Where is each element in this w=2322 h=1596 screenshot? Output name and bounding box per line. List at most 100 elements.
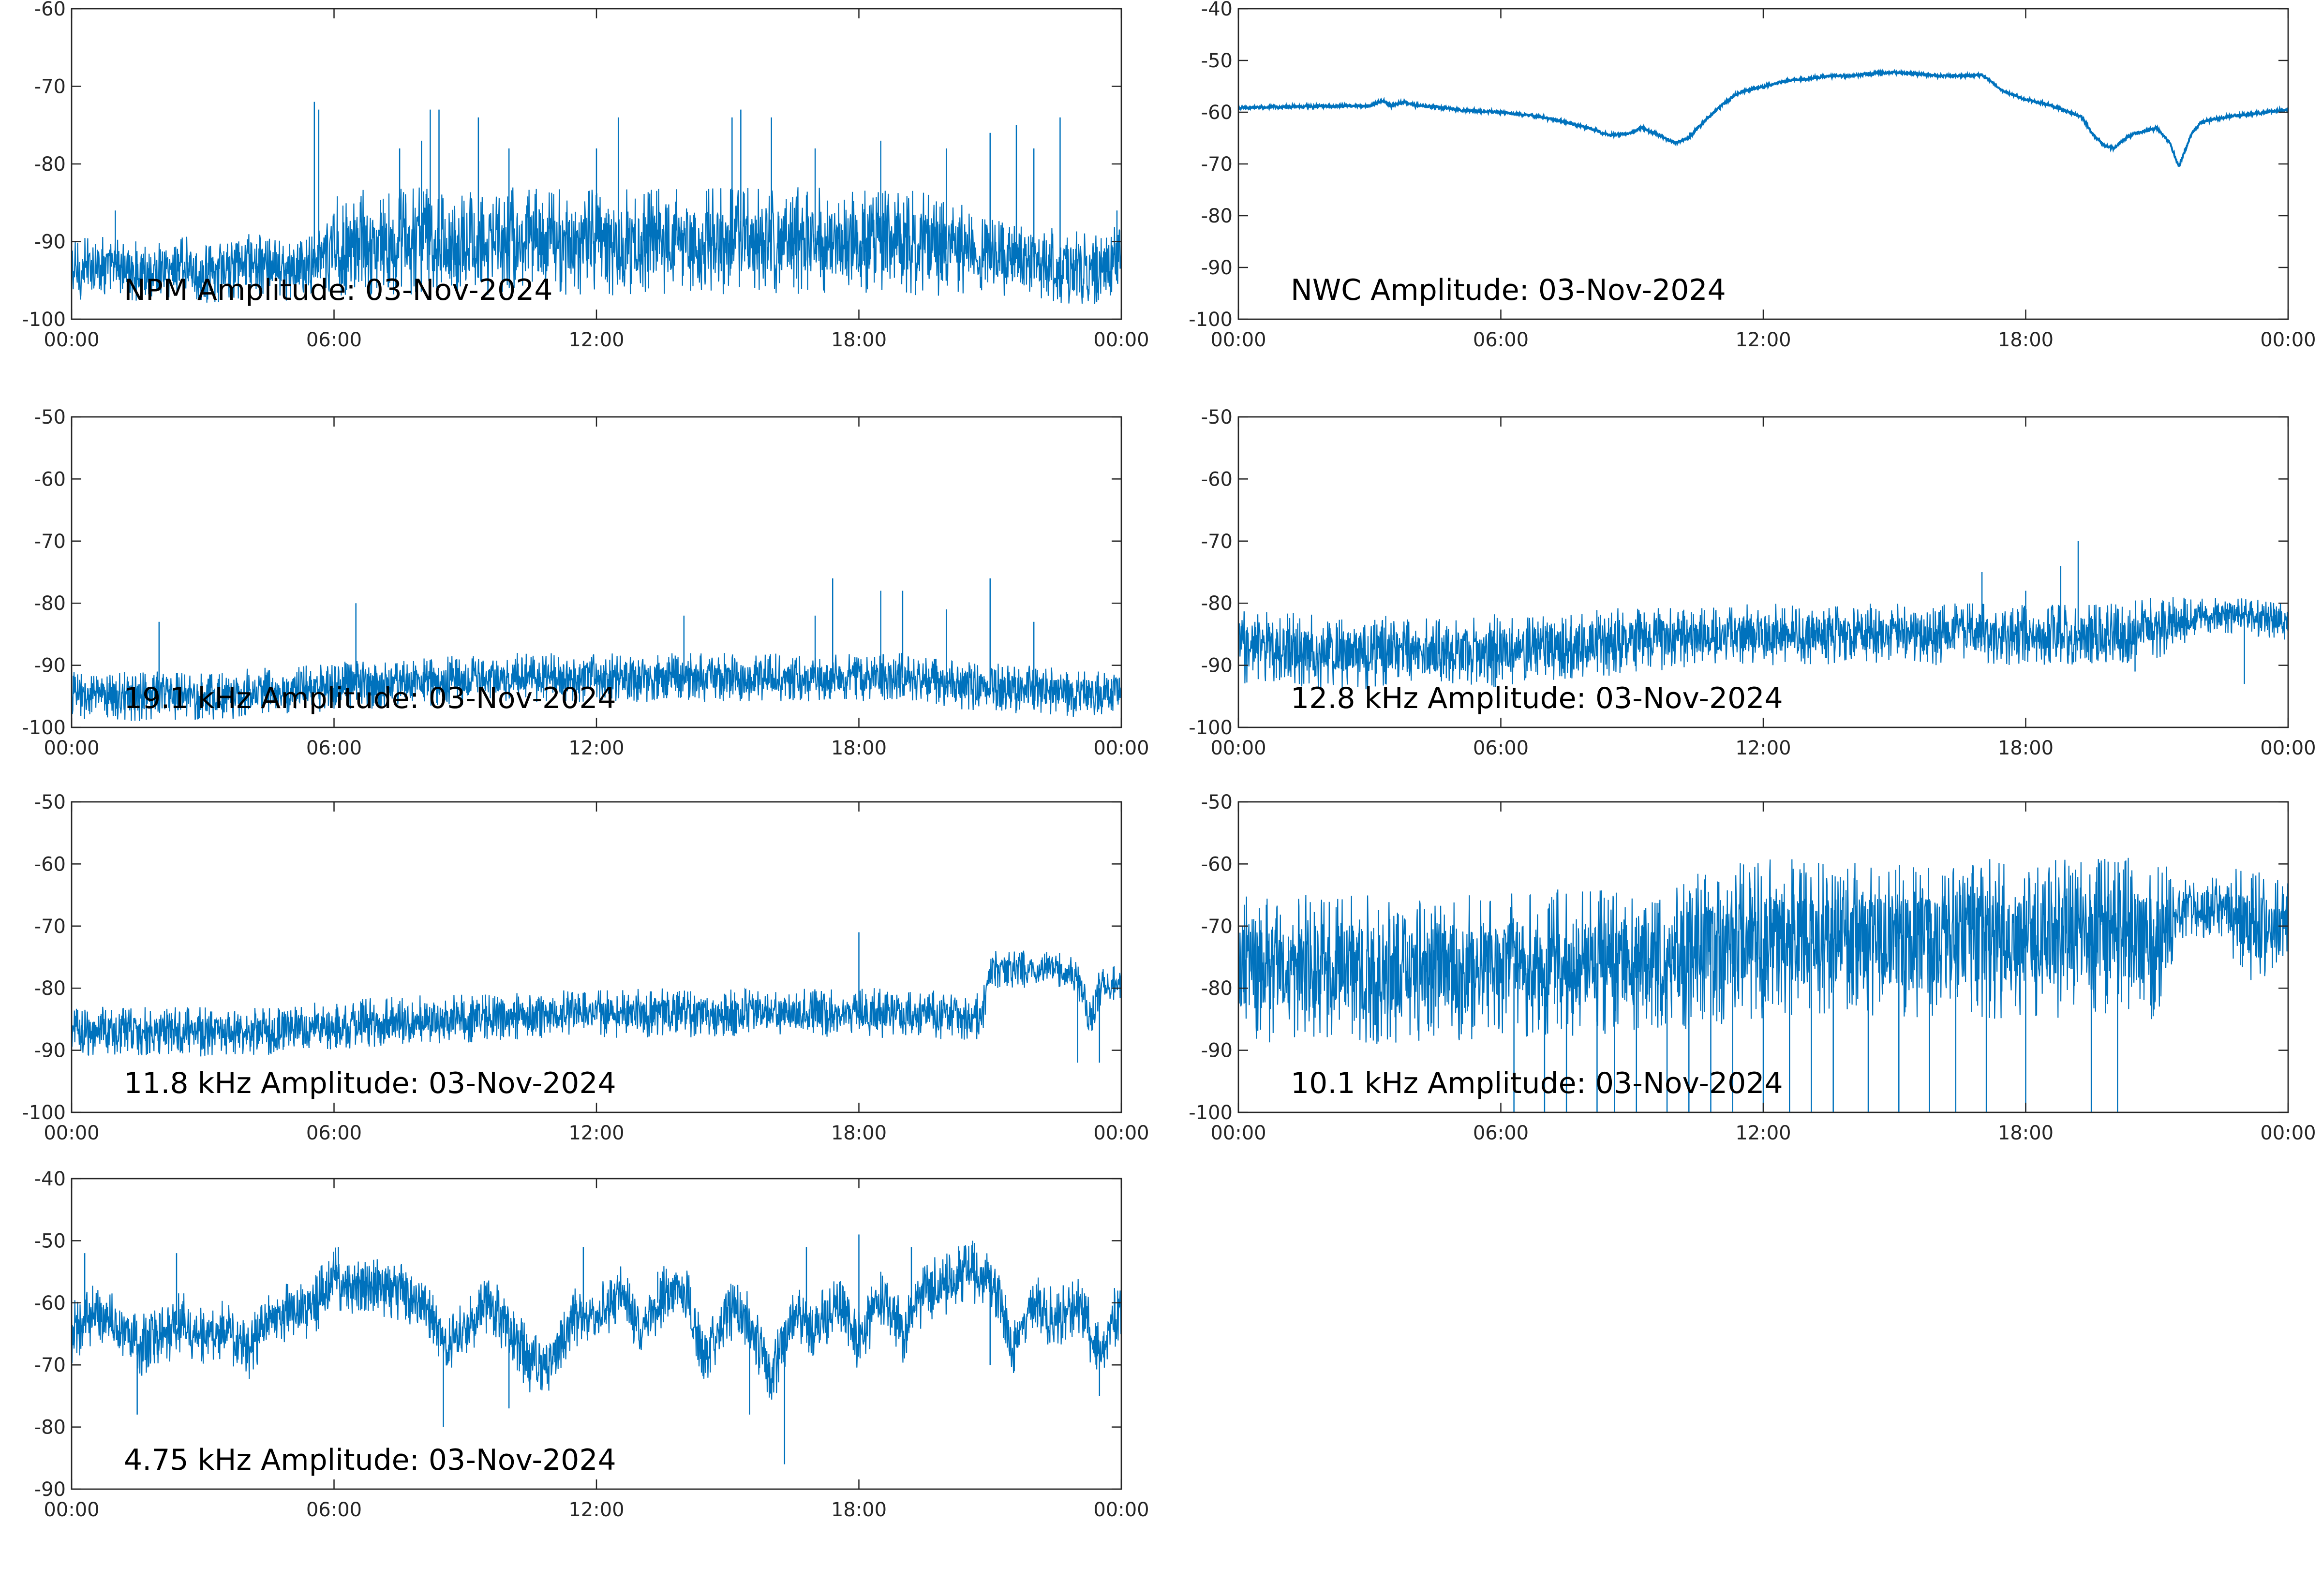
x-tick-label: 00:00 [2260,1122,2316,1144]
plot-area [1237,8,2289,320]
series-line [72,950,1121,1057]
x-tick-label: 06:00 [306,1499,362,1521]
y-tick-label: -90 [34,655,66,677]
y-tick-label: -90 [34,1040,66,1062]
y-tick-label: -70 [1201,531,1233,553]
y-tick-label: -70 [1201,916,1233,938]
y-tick-label: -100 [1189,1102,1233,1124]
y-tick-label: -100 [1189,309,1233,331]
y-tick-label: -40 [1201,0,1233,20]
x-tick-label: 12:00 [568,1122,624,1144]
y-tick-label: -50 [34,406,66,429]
y-tick-label: -80 [1201,205,1233,227]
x-tick-label: 00:00 [44,737,99,759]
y-tick-label: -100 [1189,717,1233,739]
x-tick-label: 12:00 [568,737,624,759]
panel-title: 10.1 kHz Amplitude: 03-Nov-2024 [1291,1066,1783,1100]
y-tick-label: -90 [34,1478,66,1501]
panel-title: 12.8 kHz Amplitude: 03-Nov-2024 [1291,681,1783,715]
panel-title: NWC Amplitude: 03-Nov-2024 [1291,273,1726,307]
y-tick-label: -60 [34,468,66,490]
4-75-khz-amplitude-panel: 00:00 06:00 12:00 18:00 00:00 -40 -50 -60 -70 -80… [34,1168,1149,1521]
x-tick-label: 00:00 [44,1122,99,1144]
x-tick-label: 12:00 [1735,737,1791,759]
series-line [72,1242,1121,1400]
x-tick-label: 12:00 [568,1499,624,1521]
x-tick-label: 00:00 [1093,1122,1149,1144]
y-tick-label: -60 [34,0,66,20]
y-tick-label: -80 [34,153,66,176]
y-tick-label: -60 [1201,468,1233,490]
y-tick-label: -80 [34,977,66,1000]
y-tick-label: -60 [1201,853,1233,875]
x-tick-label: 18:00 [1998,1122,2054,1144]
y-tick-label: -100 [22,309,66,331]
10-1-khz-amplitude-panel: 00:00 06:00 12:00 18:00 00:00 -50 -60 -70 -80 -90… [1189,791,2316,1144]
x-tick-label: 18:00 [831,329,887,351]
x-tick-label: 18:00 [831,1122,887,1144]
y-tick-label: -80 [34,1417,66,1439]
plot-area [71,801,1122,1113]
y-tick-label: -60 [1201,102,1233,124]
x-tick-label: 06:00 [306,1122,362,1144]
npm-amplitude-panel: 00:00 06:00 12:00 18:00 00:00 -60 -70 -80 -90 -10… [22,0,1149,351]
y-tick-label: -70 [34,531,66,553]
x-tick-label: 00:00 [44,329,99,351]
series-line [1238,68,2288,167]
x-tick-label: 12:00 [1735,329,1791,351]
panel-title: 4.75 kHz Amplitude: 03-Nov-2024 [124,1443,616,1477]
y-tick-label: -90 [1201,655,1233,677]
x-tick-label: 00:00 [1210,329,1266,351]
x-tick-label: 00:00 [44,1499,99,1521]
y-tick-label: -50 [1201,791,1233,813]
x-tick-label: 06:00 [1473,1122,1529,1144]
x-tick-label: 00:00 [1210,1122,1266,1144]
panel-title: NPM Amplitude: 03-Nov-2024 [124,273,553,307]
series-line [1238,597,2288,690]
y-tick-label: -80 [34,592,66,615]
y-tick-label: -80 [1201,592,1233,615]
x-tick-label: 18:00 [831,737,887,759]
panel-title: 11.8 kHz Amplitude: 03-Nov-2024 [124,1066,616,1100]
x-tick-label: 06:00 [306,329,362,351]
x-tick-label: 12:00 [1735,1122,1791,1144]
y-tick-label: -50 [34,1230,66,1252]
y-tick-label: -70 [34,76,66,98]
x-tick-label: 00:00 [2260,737,2316,759]
19-1-khz-amplitude-panel: 00:00 06:00 12:00 18:00 00:00 -50 -60 -70 -80 -90… [22,406,1149,759]
x-tick-label: 18:00 [831,1499,887,1521]
x-tick-label: 06:00 [306,737,362,759]
x-tick-label: 00:00 [1093,1499,1149,1521]
11-8-khz-amplitude-panel: 00:00 06:00 12:00 18:00 00:00 -50 -60 -70 -80 -90… [22,791,1149,1144]
y-tick-label: -70 [34,916,66,938]
y-tick-label: -70 [1201,153,1233,176]
y-tick-label: -100 [22,1102,66,1124]
panel-title: 19.1 kHz Amplitude: 03-Nov-2024 [124,681,616,715]
y-tick-label: -90 [34,231,66,253]
12-8-khz-amplitude-panel: 00:00 06:00 12:00 18:00 00:00 -50 -60 -70 -80 -90… [1189,406,2316,759]
y-tick-label: -50 [1201,50,1233,72]
series-line [72,652,1121,721]
y-tick-label: -80 [1201,977,1233,1000]
y-tick-label: -90 [1201,257,1233,279]
y-tick-label: -70 [34,1354,66,1376]
y-tick-label: -60 [34,853,66,875]
x-tick-label: 00:00 [1093,737,1149,759]
y-tick-label: -100 [22,717,66,739]
x-tick-label: 00:00 [2260,329,2316,351]
x-tick-label: 18:00 [1998,329,2054,351]
x-tick-label: 06:00 [1473,329,1529,351]
y-tick-label: -50 [1201,406,1233,429]
x-tick-label: 00:00 [1210,737,1266,759]
y-tick-label: -90 [1201,1040,1233,1062]
x-tick-label: 06:00 [1473,737,1529,759]
x-tick-label: 12:00 [568,329,624,351]
y-tick-label: -60 [34,1292,66,1315]
plot-area [71,1178,1122,1490]
y-tick-label: -50 [34,791,66,813]
x-tick-label: 18:00 [1998,737,2054,759]
x-tick-label: 00:00 [1093,329,1149,351]
plot-area [1237,416,2289,728]
nwc-amplitude-panel: 00:00 06:00 12:00 18:00 00:00 -40 -50 -60 -70 -80… [1189,0,2316,351]
